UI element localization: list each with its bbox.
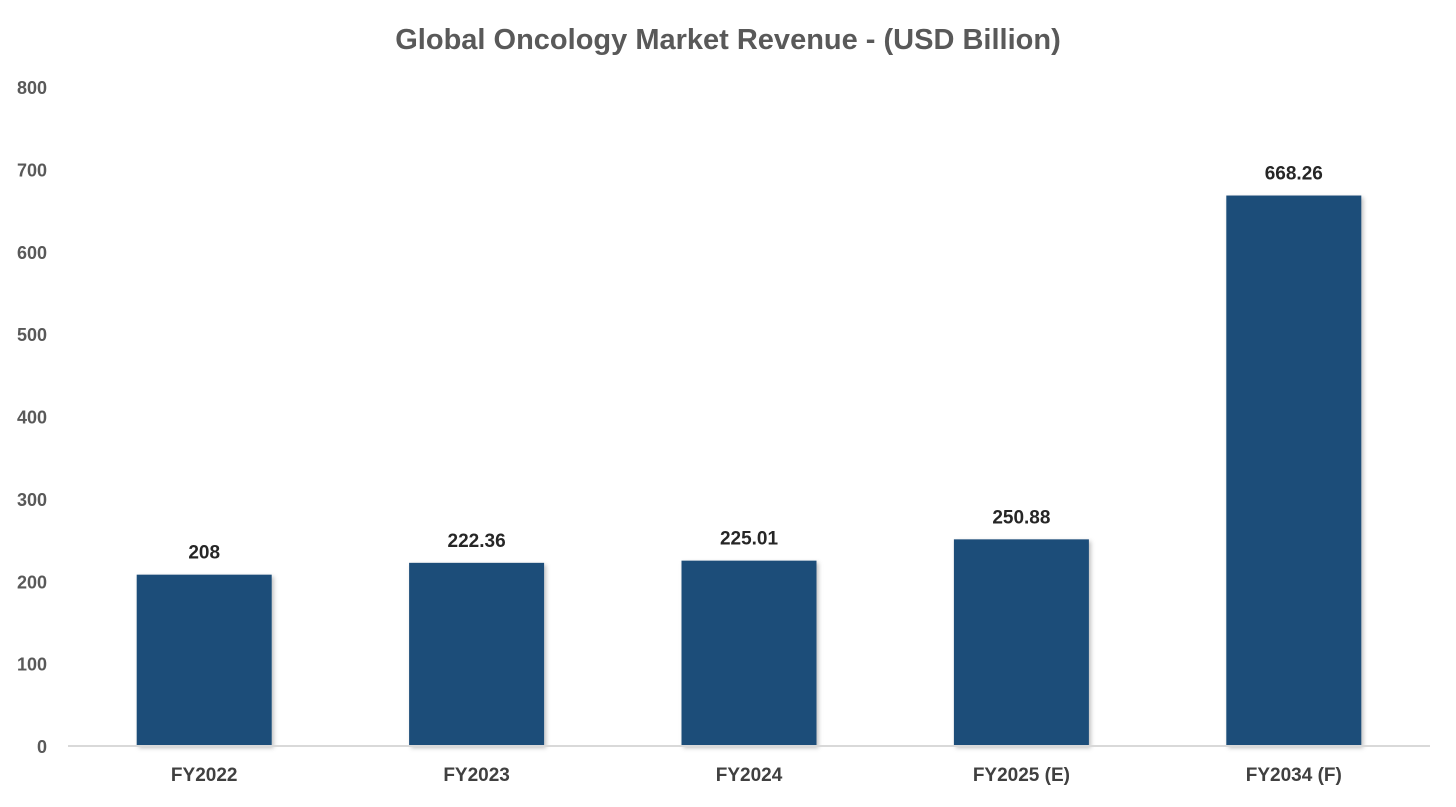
bar xyxy=(681,560,817,746)
x-tick-label: FY2023 xyxy=(443,765,510,786)
bar-value-label: 222.36 xyxy=(448,531,506,552)
y-tick-label: 0 xyxy=(37,737,47,757)
bar-value-label: 250.88 xyxy=(992,507,1050,528)
y-tick-label: 500 xyxy=(17,325,47,345)
y-tick-label: 700 xyxy=(17,160,47,180)
y-axis: 0 100 200 300 400 500 600 700 800 xyxy=(17,78,47,757)
bar-value-label: 668.26 xyxy=(1265,164,1323,185)
y-tick-label: 200 xyxy=(17,572,47,592)
y-tick-label: 300 xyxy=(17,490,47,510)
y-tick-label: 600 xyxy=(17,243,47,263)
bars xyxy=(136,195,1362,747)
bar xyxy=(409,562,545,746)
y-tick-label: 800 xyxy=(17,78,47,98)
y-tick-label: 400 xyxy=(17,408,47,428)
data-labels: 208 222.36 225.01 250.88 668.26 xyxy=(188,164,1323,564)
bar-value-label: 208 xyxy=(188,543,220,564)
bar xyxy=(136,574,272,746)
bar xyxy=(953,539,1089,746)
bar xyxy=(1226,195,1362,747)
chart-title: Global Oncology Market Revenue - (USD Bi… xyxy=(395,24,1060,56)
x-tick-label: FY2025 (E) xyxy=(973,765,1070,786)
y-tick-label: 100 xyxy=(17,655,47,675)
x-axis: FY2022 FY2023 FY2024 FY2025 (E) FY2034 (F) xyxy=(171,765,1342,786)
bar-value-label: 225.01 xyxy=(720,529,779,550)
x-tick-label: FY2022 xyxy=(171,765,238,786)
x-tick-label: FY2034 (F) xyxy=(1246,765,1342,786)
x-tick-label: FY2024 xyxy=(716,765,783,786)
